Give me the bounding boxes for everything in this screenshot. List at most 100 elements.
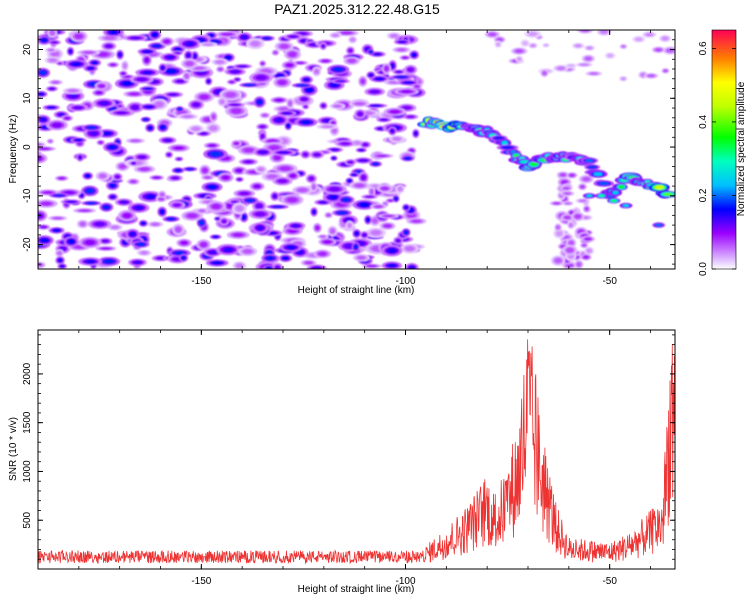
spectrogram-cell (186, 213, 198, 219)
spectrogram-cell (330, 148, 339, 152)
spectrogram-cell (211, 114, 216, 120)
spectrogram-cell (39, 147, 50, 151)
spectrogram-cell (48, 139, 53, 143)
spectrogram-cell (273, 51, 278, 55)
spectrogram-cell (354, 183, 365, 188)
spectrogram-cell (390, 128, 395, 134)
spectrogram-cell (64, 116, 71, 120)
spectrogram-cell (384, 65, 389, 72)
spectrogram-cell (265, 266, 272, 269)
spectrogram-cell (110, 63, 116, 67)
spectrogram-cell (267, 139, 278, 143)
spectrogram-cell (326, 213, 331, 217)
spectrogram-cell (365, 217, 370, 223)
spectrogram-cell (208, 143, 217, 148)
spectrogram-cell (219, 99, 225, 105)
spectrogram-cell (383, 224, 392, 228)
spectrogram-cell (315, 225, 320, 231)
spectrogram-cell (403, 81, 414, 84)
y-tick-label: 0 (22, 144, 33, 150)
spectrogram-cell (368, 50, 373, 54)
spectrogram-cell (174, 47, 182, 52)
spectrogram-cell (358, 202, 370, 208)
spectrogram-cell (394, 196, 398, 201)
y-tick-label: 20 (22, 44, 33, 56)
spectrogram-cell (207, 184, 218, 190)
spectrogram-cell (272, 193, 278, 199)
spectrogram-cell (147, 125, 153, 130)
spectrogram-cell (101, 239, 109, 243)
spectrogram-cell (279, 44, 289, 49)
spectrogram-cell (277, 179, 288, 184)
spectrogram-cell (177, 107, 182, 111)
spectrogram-cell (296, 61, 305, 65)
spectrogram-cell (388, 80, 399, 84)
spectrogram-cell (553, 202, 561, 205)
spectrogram-cell (42, 190, 54, 195)
spectrogram-cell (313, 152, 321, 157)
spectrogram-cell (411, 219, 422, 223)
spectrogram-cell (51, 122, 63, 128)
spectrogram-cell (582, 243, 587, 247)
spectrogram-cell (390, 62, 395, 69)
spectrogram-image (38, 30, 675, 269)
spectrogram-cell (198, 209, 206, 213)
spectrogram-cell (253, 184, 261, 189)
spectrogram-cell (586, 248, 592, 253)
spectrogram-cell (95, 91, 103, 95)
spectrogram-cell (312, 209, 316, 215)
spectrogram-cell (311, 184, 316, 190)
spectrogram-cell (237, 65, 248, 68)
spectrogram-cell (618, 185, 625, 189)
spectrogram-cell (275, 98, 284, 102)
spectrogram-cell (129, 231, 137, 237)
spectrogram-cell (569, 173, 575, 177)
spectrogram-cell (235, 78, 240, 81)
spectrogram-cell (107, 144, 117, 150)
spectrogram-cell (57, 251, 62, 256)
spectrogram-cell (108, 30, 119, 35)
spectrogram-cell (404, 156, 412, 160)
spectrogram-cell (221, 32, 233, 36)
spectrogram-cell (598, 181, 609, 186)
spectrogram-cell (243, 160, 253, 164)
spectrogram-cell (621, 77, 626, 81)
spectrogram-cell (186, 53, 191, 58)
spectrogram-cell (78, 155, 83, 160)
spectrogram-cell (119, 200, 129, 205)
spectrogram-cell (192, 126, 200, 131)
spectrogram-cell (186, 167, 194, 171)
colorbar-tick-label: 0.6 (698, 41, 709, 55)
spectrogram-cell (328, 186, 341, 192)
spectrogram-cell (402, 105, 412, 110)
spectrogram-cell (566, 247, 574, 253)
spectrogram-cell (136, 242, 145, 247)
spectrogram-cell (144, 193, 156, 200)
spectrogram-cell (137, 155, 147, 160)
spectrogram-cell (389, 109, 401, 114)
spectrogram-cell (215, 217, 220, 220)
spectrogram-cell (67, 93, 79, 99)
spectrogram-cell (129, 36, 142, 40)
spectrogram-cell (239, 191, 250, 196)
spectrogram-cell (273, 155, 281, 161)
spectrogram-cell (208, 250, 218, 255)
x-tick-label: -150 (191, 276, 211, 287)
spectrogram-cell (515, 49, 524, 53)
spectrogram-x-axis: -150 -100 -50 (37, 30, 651, 287)
spectrogram-cell (97, 52, 109, 57)
spectrogram-cell (185, 61, 194, 67)
spectrogram-cell (582, 177, 590, 182)
spectrogram-cell (236, 263, 243, 268)
spectrogram-cell (66, 200, 77, 204)
spectrogram-cell (181, 256, 186, 260)
spectrogram-cell (358, 148, 365, 152)
spectrogram-cell (159, 209, 165, 215)
spectrogram-cell (322, 118, 332, 123)
spectrogram-cell (407, 67, 414, 72)
spectrogram-cell (141, 70, 154, 75)
spectrogram-cell (374, 205, 383, 209)
y-tick-label: 500 (22, 511, 33, 528)
spectrogram-cell (580, 63, 589, 66)
spectrogram-cell (312, 266, 322, 269)
